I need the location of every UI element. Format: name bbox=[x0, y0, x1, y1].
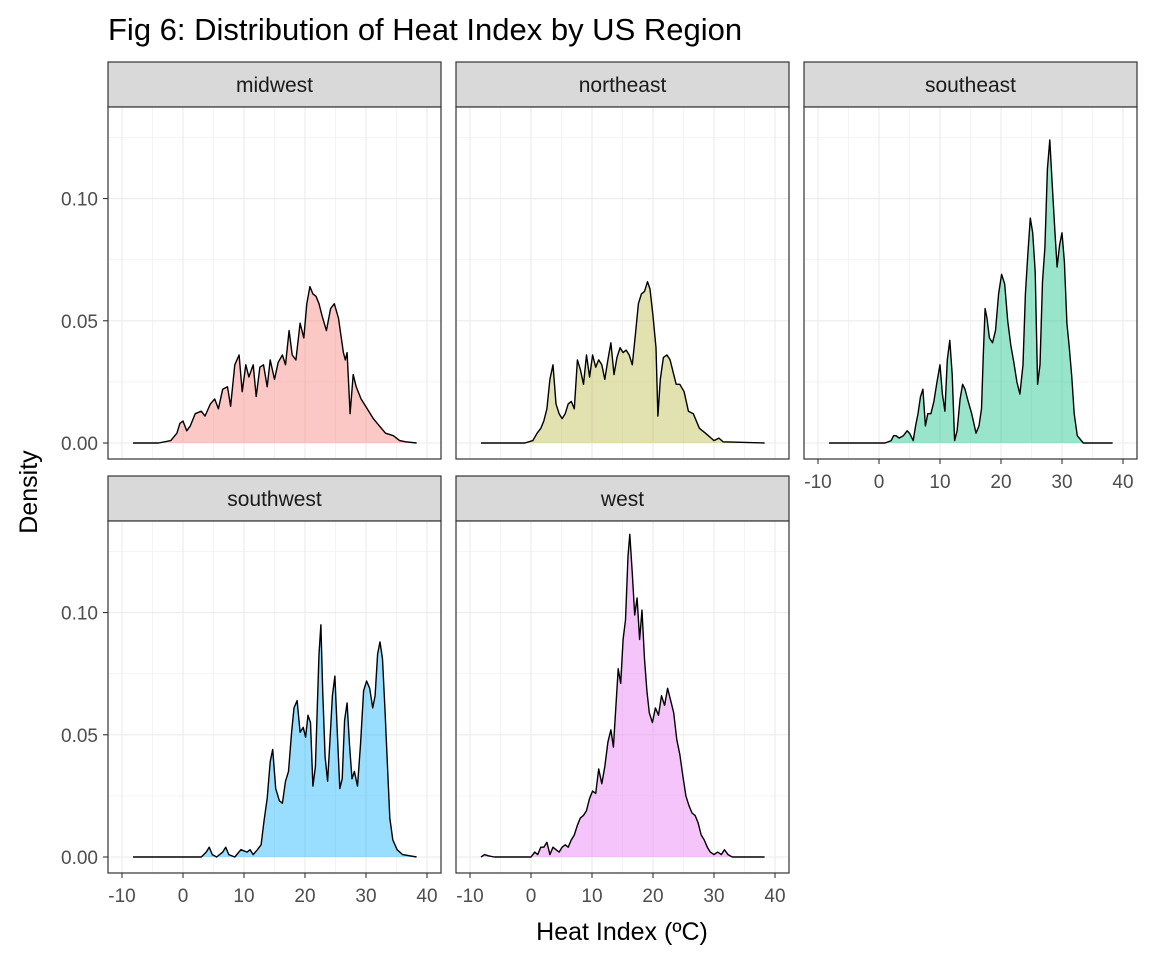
density-line-southeast bbox=[829, 139, 1113, 444]
density-line-northeast bbox=[481, 281, 765, 444]
x-tick-label: 0 bbox=[874, 472, 885, 493]
x-tick-label: 20 bbox=[990, 472, 1011, 493]
x-tick-label: 10 bbox=[929, 472, 950, 493]
y-tick-label: 0.10 bbox=[61, 190, 98, 211]
x-tick-label: 10 bbox=[581, 886, 602, 907]
panel-border bbox=[455, 520, 790, 874]
x-tick-label: 30 bbox=[703, 886, 724, 907]
x-tick-label: 10 bbox=[233, 886, 254, 907]
strip-label: midwest bbox=[236, 74, 313, 97]
axes-layer: 0.00 0.05 0.10 0.00 0.05 0.10 -10 0 10 20 30 40 -10 0… bbox=[61, 190, 1134, 907]
y-tick-label: 0.05 bbox=[61, 726, 98, 747]
panel-border bbox=[803, 106, 1138, 460]
y-tick-label: 0.10 bbox=[61, 604, 98, 625]
x-tick-label: 0 bbox=[526, 886, 537, 907]
y-axis-title: Density bbox=[15, 450, 43, 534]
chart-title: Fig 6: Distribution of Heat Index by US … bbox=[108, 12, 742, 47]
x-axis-title: Heat Index (ºC) bbox=[536, 918, 708, 946]
strip-background bbox=[107, 61, 442, 108]
panel-northeast: northeast bbox=[455, 61, 790, 460]
density-area-southwest bbox=[133, 624, 417, 857]
panel-border bbox=[455, 106, 790, 460]
density-area-west bbox=[481, 534, 765, 857]
x-tick-label: 40 bbox=[416, 886, 437, 907]
x-tick-label: 0 bbox=[178, 886, 189, 907]
x-tick-label: 40 bbox=[1112, 472, 1133, 493]
x-tick-label: 40 bbox=[764, 886, 785, 907]
panel-border bbox=[107, 520, 442, 874]
x-tick-label: 20 bbox=[294, 886, 315, 907]
density-area-midwest bbox=[133, 286, 417, 443]
strip-label: west bbox=[600, 488, 644, 511]
panel-border bbox=[107, 106, 442, 460]
strip-label: southeast bbox=[925, 74, 1016, 97]
density-area-southeast bbox=[829, 139, 1113, 443]
density-line-west bbox=[480, 533, 765, 858]
panel-midwest: midwest bbox=[107, 61, 442, 460]
panel-west: west bbox=[455, 475, 790, 874]
strip-label: northeast bbox=[579, 74, 667, 97]
y-tick-label: 0.05 bbox=[61, 312, 98, 333]
density-line-midwest bbox=[133, 285, 417, 444]
x-tick-label: -10 bbox=[804, 472, 831, 493]
panels-layer: midwest northeast southeast southwest west bbox=[107, 61, 1138, 874]
density-area-northeast bbox=[481, 281, 765, 443]
panel-southwest: southwest bbox=[107, 475, 442, 874]
x-tick-label: -10 bbox=[456, 886, 483, 907]
x-tick-label: 30 bbox=[1051, 472, 1072, 493]
strip-background bbox=[455, 61, 790, 108]
y-tick-label: 0.00 bbox=[61, 848, 98, 869]
x-tick-label: -10 bbox=[108, 886, 135, 907]
x-tick-label: 30 bbox=[355, 886, 376, 907]
density-line-southwest bbox=[133, 624, 417, 858]
y-tick-label: 0.00 bbox=[61, 434, 98, 455]
strip-background bbox=[107, 475, 442, 522]
panel-southeast: southeast bbox=[803, 61, 1138, 460]
strip-background bbox=[455, 475, 790, 522]
strip-background bbox=[803, 61, 1138, 108]
x-tick-label: 20 bbox=[642, 886, 663, 907]
strip-label: southwest bbox=[227, 488, 322, 511]
